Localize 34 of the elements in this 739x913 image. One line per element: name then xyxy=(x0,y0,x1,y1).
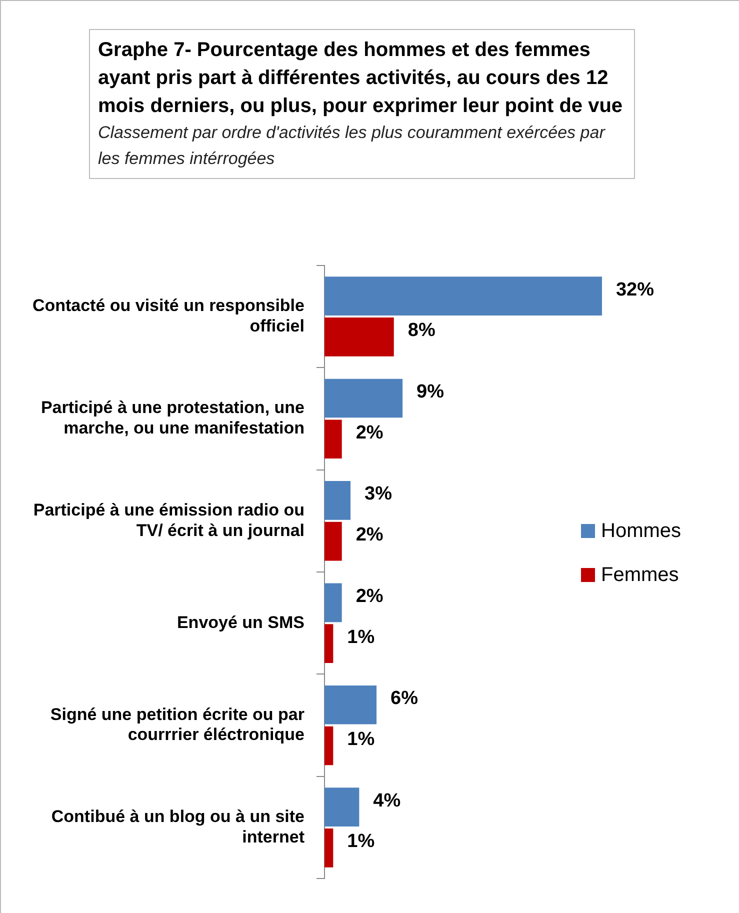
bar xyxy=(324,276,602,316)
bar xyxy=(324,624,334,663)
bar xyxy=(324,828,334,868)
y-tick-label: Contibué à un blog ou à un site internet xyxy=(51,806,305,846)
legend-label: Hommes xyxy=(601,520,682,542)
bar xyxy=(324,583,342,622)
chart-title: Graphe 7- Pourcentage des hommes et des femmes ayant pris part à différentes activités, au cours des 12 mois derniers, ou plus, pour exprimer leur point de vue xyxy=(98,38,624,119)
bar xyxy=(324,788,360,826)
legend-label: Femmes xyxy=(601,564,679,586)
y-tick-label: Participé à une protestation, une marche, ou une manifestation xyxy=(40,398,304,438)
bar xyxy=(324,481,351,520)
data-label: 9% xyxy=(416,381,444,402)
bar xyxy=(324,726,334,766)
data-label: 2% xyxy=(356,524,384,546)
data-label: 1% xyxy=(347,831,375,852)
bar xyxy=(324,685,377,724)
data-label: 32% xyxy=(616,279,654,300)
data-label: 2% xyxy=(356,586,384,607)
bar xyxy=(324,318,394,356)
data-label: 3% xyxy=(364,484,392,505)
chart-subtitle: Classement par ordre d'activités les plus couramment exércées par les femmes intérrogées xyxy=(98,122,606,170)
y-tick-label: Signé une petition écrite ou par courrrier éléctronique xyxy=(50,704,305,744)
bar xyxy=(324,420,342,459)
y-tick-label: Envoyé un SMS xyxy=(176,612,304,632)
data-label: 6% xyxy=(390,688,418,710)
bar xyxy=(324,522,342,561)
bar xyxy=(324,378,403,418)
y-tick-label: Contacté ou visité un responsible officiel xyxy=(32,296,304,336)
data-label: 8% xyxy=(408,320,436,342)
data-label: 1% xyxy=(347,626,375,648)
y-tick-label: Participé à une émission radio ou TV/ écrit à un journal xyxy=(33,500,304,540)
data-label: 4% xyxy=(373,790,401,812)
data-label: 2% xyxy=(356,422,384,444)
data-label: 1% xyxy=(347,728,375,750)
